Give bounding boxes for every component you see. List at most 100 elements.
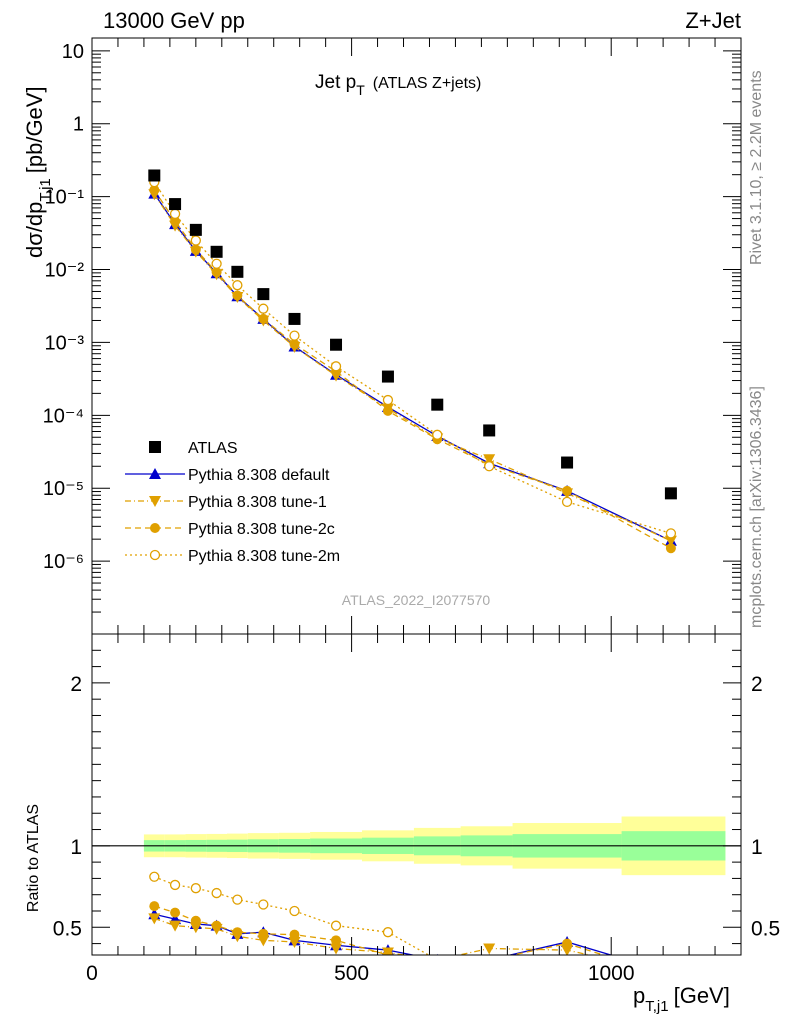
point-pythia-8-308-tune-2c	[170, 216, 181, 227]
ratio-point-pythia-8-308-default	[665, 967, 677, 978]
ratio-point-pythia-8-308-tune-1	[148, 913, 161, 925]
point-atlas	[483, 424, 496, 437]
x-tick-label: 0	[86, 962, 98, 985]
ratio-point-pythia-8-308-tune-2m	[487, 954, 491, 955]
collision-label: 13000 GeV pp	[103, 8, 245, 33]
point-pythia-8-308-tune-2m	[232, 280, 243, 291]
legend-label: Pythia 8.308 tune-1	[188, 494, 327, 511]
legend-label: Pythia 8.308 tune-2c	[188, 521, 335, 538]
y-tick-label: 10	[62, 41, 84, 63]
rivet-label: Rivet 3.1.10, ≥ 2.2M events	[748, 70, 765, 265]
top-y-axis-label-unit: [pb/GeV]	[22, 86, 47, 173]
ratio-point-pythia-8-308-tune-1	[483, 943, 496, 955]
point-atlas	[561, 456, 574, 469]
y-tick-label: 10⁻⁴	[43, 405, 84, 427]
ratio-point-pythia-8-308-tune-1	[169, 920, 182, 932]
ratio-y-tick-label-right: 2	[751, 673, 763, 696]
ratio-point-pythia-8-308-tune-2c	[289, 929, 300, 940]
ratio-point-pythia-8-308-tune-2m	[190, 883, 201, 894]
point-pythia-8-308-tune-2c	[232, 290, 243, 301]
analysis-id: ATLAS_2022_I2077570	[342, 592, 491, 608]
y-tick-label: 10⁻⁶	[43, 551, 84, 573]
top-y-axis-label: dσ/dpT,j1 [pb/GeV]	[22, 86, 54, 258]
ratio-point-pythia-8-308-tune-2c	[382, 950, 393, 955]
point-pythia-8-308-tune-2c	[190, 244, 201, 255]
point-pythia-8-308-tune-2c	[211, 267, 222, 278]
point-pythia-8-308-tune-2c	[562, 485, 573, 496]
ratio-point-pythia-8-308-tune-2c	[258, 928, 269, 939]
point-atlas	[664, 487, 677, 500]
ratio-point-pythia-8-308-tune-2m	[211, 887, 222, 899]
ratio-point-pythia-8-308-tune-2m	[666, 959, 675, 968]
y-tick-label: 10⁻²	[45, 260, 85, 282]
point-pythia-8-308-tune-2m	[258, 303, 269, 314]
ratio-point-pythia-8-308-tune-2c	[211, 920, 222, 931]
point-atlas	[431, 398, 444, 411]
ratio-point-pythia-8-308-tune-2c	[436, 954, 439, 955]
main-panel: 10⁻⁶ 10⁻⁵ 10⁻⁴ 10⁻³ 10⁻² 10⁻¹ 1 10 ATLAS Pythia 8…	[43, 37, 742, 635]
legend-marker	[149, 496, 161, 507]
ratio-point-pythia-8-308-tune-2c	[666, 971, 676, 981]
ratio-point-pythia-8-308-tune-2m	[232, 894, 243, 905]
point-atlas	[288, 312, 301, 325]
ratio-y-tick-label-right: 1	[751, 836, 763, 859]
ratio-panel-frame	[91, 633, 742, 956]
point-atlas	[257, 288, 270, 301]
x-axis-label-main: p	[633, 983, 645, 1008]
point-pythia-8-308-tune-2c	[665, 543, 676, 554]
point-pythia-8-308-tune-2c	[289, 339, 300, 350]
plot-title-main: Jet p	[315, 72, 356, 93]
ratio-point-pythia-8-308-tune-1	[288, 936, 301, 948]
x-axis-label-sub: T,j1	[645, 998, 668, 1015]
point-pythia-8-308-tune-2c	[149, 185, 160, 196]
point-atlas	[169, 198, 182, 211]
legend-label: Pythia 8.308 default	[188, 467, 330, 484]
point-pythia-8-308-tune-2m	[665, 528, 677, 539]
legend-marker	[149, 441, 161, 453]
ratio-y-tick-label: 0.5	[53, 917, 82, 940]
ratio-point-pythia-8-308-tune-2m	[258, 899, 269, 910]
plot-title-paren: (ATLAS Z+jets)	[373, 75, 482, 92]
x-tick-label: 500	[334, 962, 369, 985]
ratio-point-pythia-8-308-tune-2m	[435, 954, 439, 955]
ratio-point-pythia-8-308-tune-2m	[330, 920, 342, 931]
point-pythia-8-308-tune-2m	[561, 496, 573, 507]
legend: ATLAS Pythia 8.308 default Pythia 8.308 tu…	[125, 440, 340, 565]
point-pythia-8-308-tune-2m	[190, 235, 201, 246]
point-atlas	[231, 265, 244, 278]
legend-label: Pythia 8.308 tune-2m	[188, 548, 340, 565]
plot-title: Jet pT (ATLAS Z+jets)	[315, 72, 481, 98]
ratio-point-pythia-8-308-tune-2m	[169, 879, 181, 891]
point-pythia-8-308-tune-2m	[211, 258, 222, 269]
series-line-pythia-8-308-tune-1	[153, 193, 672, 542]
ratio-point-pythia-8-308-tune-2c	[170, 907, 181, 918]
ratio-point-pythia-8-308-tune-2m	[563, 959, 572, 968]
legend-marker	[149, 549, 161, 561]
point-pythia-8-308-tune-2m	[432, 429, 443, 440]
ratio-point-pythia-8-308-tune-2c	[149, 901, 160, 912]
y-tick-label: 1	[73, 114, 84, 136]
top-y-axis-label-sub: T,j1	[37, 178, 54, 201]
ratio-point-pythia-8-308-tune-2c	[232, 927, 243, 938]
ratio-y-tick-label: 2	[70, 673, 82, 696]
legend-label: ATLAS	[188, 440, 238, 457]
point-pythia-8-308-tune-2m	[169, 208, 181, 220]
point-pythia-8-308-tune-1	[483, 454, 496, 466]
legend-marker	[149, 468, 161, 479]
ratio-point-pythia-8-308-tune-1	[257, 935, 270, 947]
ratio-point-pythia-8-308-tune-2m	[382, 927, 394, 938]
process-label: Z+Jet	[685, 8, 741, 33]
point-atlas	[330, 338, 343, 351]
point-pythia-8-308-tune-1	[664, 535, 677, 547]
point-pythia-8-308-tune-2m	[484, 461, 495, 472]
point-atlas	[210, 245, 223, 258]
point-atlas	[148, 169, 161, 182]
ratio-point-pythia-8-308-tune-2c	[488, 954, 491, 955]
ratio-point-pythia-8-308-default	[488, 953, 490, 955]
point-pythia-8-308-tune-2m	[289, 330, 300, 341]
point-pythia-8-308-tune-2m	[382, 394, 394, 406]
ratio-point-pythia-8-308-tune-1	[665, 968, 677, 979]
main-panel-frame	[91, 37, 742, 635]
mcplots-label: mcplots.cern.ch [arXiv:1306.3436]	[748, 386, 765, 628]
